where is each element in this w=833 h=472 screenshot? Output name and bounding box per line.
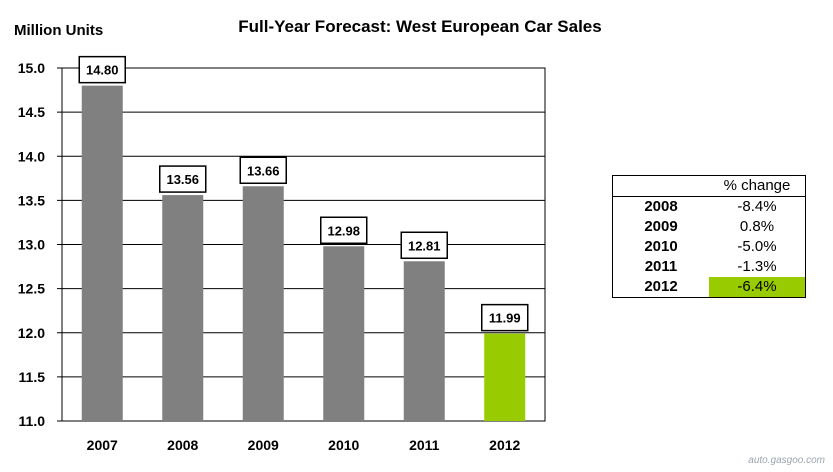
x-tick-label: 2009 [248,437,279,453]
y-tick-label: 13.0 [18,237,45,253]
table-header-row: % change [612,175,806,197]
table-year: 2008 [644,198,678,215]
data-label: 14.80 [86,63,119,78]
watermark-text: auto.gasgoo.com [748,455,825,466]
data-label-box [239,156,287,185]
x-tick-label: 2007 [87,437,118,453]
y-tick-label: 14.5 [18,104,45,120]
y-tick-label: 12.0 [18,325,45,341]
table-row: 2008 -8.4% [613,197,806,218]
data-label-box [78,55,126,84]
data-label: 12.98 [327,223,360,238]
y-axis-label: Million Units [14,22,104,39]
y-tick-label: 12.5 [18,281,45,297]
y-tick-label: 13.5 [18,192,45,208]
table-value: 0.8% [739,218,775,235]
table-value-highlight: -6.4% [709,277,806,298]
y-tick-label: 11.5 [19,369,46,385]
data-label-box [320,216,368,245]
data-label: 11.99 [489,311,521,326]
data-label: 13.66 [247,163,280,178]
data-label: 12.81 [408,238,441,253]
chart-title: Full-Year Forecast: West European Car Sa… [238,17,602,36]
data-label-box [400,231,448,260]
table-row: 2012 -6.4% [613,277,806,298]
percent-change-table: % change 2008 -8.4% 2009 0.8% 2010 -5.0%… [612,175,806,298]
table-header-label: % change [709,175,806,197]
table-year: 2010 [644,238,678,255]
table-row: 2009 0.8% [613,217,806,237]
x-tick-label: 2010 [328,437,359,453]
table-row: 2011 -1.3% [613,257,806,277]
bar [484,333,526,421]
table-row: 2010 -5.0% [613,237,806,257]
data-label-box [481,303,529,332]
bar [242,186,284,421]
bar [81,85,123,422]
bar [403,261,445,421]
table-value: -8.4% [737,198,777,215]
x-tick-label: 2012 [489,437,520,453]
x-tick-label: 2008 [167,437,198,453]
y-tick-label: 15.0 [18,60,45,76]
table-value: -5.0% [737,238,777,255]
data-label-box [159,165,207,193]
y-tick-label: 11.0 [19,413,46,429]
table-value: -1.3% [737,258,777,275]
x-tick-label: 2011 [409,437,440,453]
table-year: 2012 [644,278,678,295]
table-year: 2011 [644,258,678,275]
bar [323,246,365,421]
y-tick-label: 14.0 [18,148,45,164]
table-year: 2009 [644,218,678,235]
data-label: 13.56 [166,172,199,187]
bar [162,195,204,421]
